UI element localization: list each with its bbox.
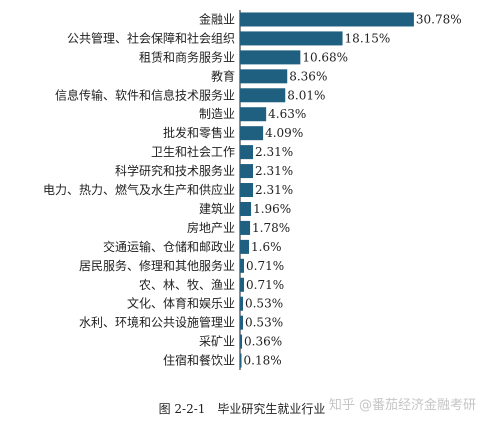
bar: [240, 50, 301, 65]
bar: [240, 69, 288, 84]
bar: [240, 31, 343, 46]
category-labels: 金融业公共管理、社会保障和社会组织租赁和商务服务业教育信息传输、软件和信息技术服…: [43, 11, 235, 367]
bar: [240, 277, 245, 292]
bar: [240, 296, 243, 311]
category-label: 金融业: [199, 11, 235, 26]
category-label: 住宿和餐饮业: [163, 353, 235, 368]
value-label: 2.31%: [255, 164, 293, 178]
value-label: 1.78%: [252, 221, 290, 235]
bar: [240, 164, 254, 179]
category-label: 居民服务、修理和其他服务业: [79, 258, 235, 273]
category-label: 电力、热力、燃气及水生产和供应业: [43, 182, 235, 197]
value-label: 10.68%: [302, 50, 348, 64]
value-label: 4.63%: [268, 107, 306, 121]
watermark: 知乎 @番茄经济金融考研: [328, 398, 476, 413]
value-label: 8.36%: [289, 69, 327, 83]
value-label: 2.31%: [255, 183, 293, 197]
value-label: 1.6%: [251, 240, 281, 254]
bar: [240, 353, 242, 368]
category-label: 批发和零售业: [163, 125, 235, 140]
bar: [240, 258, 245, 273]
category-label: 公共管理、社会保障和社会组织: [67, 30, 235, 45]
bar: [240, 145, 254, 160]
value-label: 4.09%: [265, 126, 303, 140]
category-label: 建筑业: [199, 201, 235, 216]
category-label: 水利、环境和公共设施管理业: [79, 315, 235, 330]
figure-title: 毕业研究生就业行业: [217, 402, 326, 416]
bar: [240, 315, 243, 330]
bar: [240, 334, 243, 349]
category-label: 农、林、牧、渔业: [139, 278, 235, 292]
value-label: 2.31%: [255, 145, 293, 159]
value-label: 0.18%: [244, 354, 282, 368]
category-label: 采矿业: [199, 335, 235, 349]
value-label: 8.01%: [287, 88, 325, 102]
category-label: 文化、体育和娱乐业: [127, 296, 235, 311]
category-label: 租赁和商务服务业: [139, 49, 235, 64]
category-label: 科学研究和技术服务业: [115, 163, 235, 178]
bar: [240, 183, 254, 198]
bar: [240, 126, 264, 141]
value-labels: 30.78% 18.15% 10.68% 8.36% 8.01% 4.63% 4.09% 2.…: [244, 12, 462, 367]
figure-number: 图 2-2-1: [158, 402, 206, 416]
value-label: 0.71%: [246, 278, 284, 292]
bar: [240, 107, 267, 122]
bar: [240, 239, 250, 254]
value-label: 0.53%: [245, 316, 283, 330]
category-label: 制造业: [199, 107, 235, 121]
value-label: 0.36%: [244, 335, 282, 349]
value-label: 0.71%: [246, 259, 284, 273]
bar: [240, 12, 414, 27]
category-label: 卫生和社会工作: [151, 144, 235, 159]
bar: [240, 201, 252, 216]
value-label: 0.53%: [245, 297, 283, 311]
value-label: 18.15%: [345, 31, 391, 45]
value-label: 30.78%: [416, 12, 462, 26]
value-label: 1.96%: [253, 202, 291, 216]
category-label: 教育: [211, 68, 235, 83]
figure-caption: 图 2-2-1 毕业研究生就业行业: [0, 400, 484, 417]
category-label: 交通运输、仓储和邮政业: [103, 239, 235, 254]
category-label: 房地产业: [187, 220, 235, 235]
bar: [240, 88, 286, 103]
category-label: 信息传输、软件和信息技术服务业: [55, 87, 235, 102]
bar: [240, 220, 251, 235]
bars: [240, 12, 414, 368]
